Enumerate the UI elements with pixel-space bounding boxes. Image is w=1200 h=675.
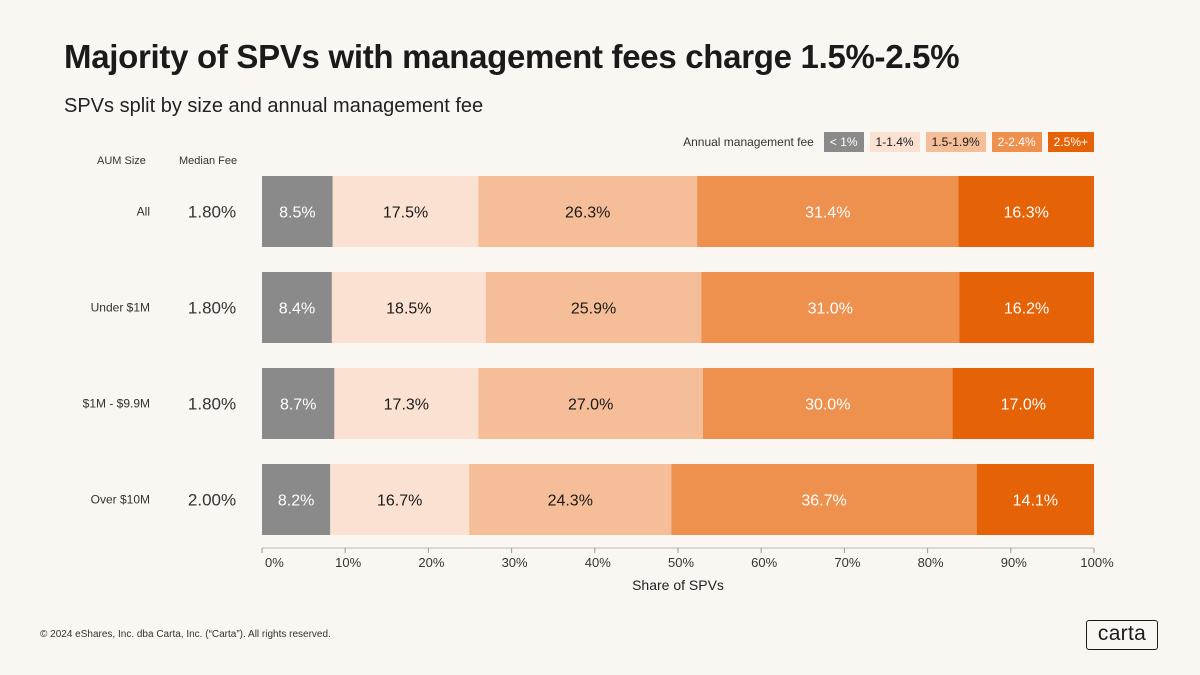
category-label-over-10m: Over $10M [91, 493, 150, 507]
category-label-all: All [137, 205, 150, 219]
median-fee-under-1m: 1.80% [188, 299, 236, 318]
category-label-1m-9-9m: $1M - $9.9M [83, 397, 150, 411]
data-label-under-1m-1-5-1-9: 25.9% [571, 301, 616, 318]
x-tick-label-7: 70% [834, 555, 860, 570]
x-tick-label-10: 100% [1080, 555, 1114, 570]
legend-item-2-5-plus: 2.5%+ [1047, 132, 1094, 152]
data-label-over-10m-1: 8.2% [278, 493, 314, 510]
x-tick-label-3: 30% [502, 555, 528, 570]
median-fee-1m-9-9m: 1.80% [188, 395, 236, 414]
data-label-1m-9-9m-1-1-4: 17.3% [384, 397, 429, 414]
bar-segment-under-1m-2-5 [959, 272, 1094, 343]
bar-segment-over-10m-2-2-4 [671, 464, 977, 535]
data-label-all-2-2-4: 31.4% [805, 205, 850, 222]
bar-segment-all-1 [262, 176, 333, 247]
data-label-all-1-5-1-9: 26.3% [565, 205, 610, 222]
bar-segment-all-1-5-1-9 [478, 176, 698, 247]
bar-segment-1m-9-9m-2-2-4 [702, 368, 953, 439]
chart-title: Majority of SPVs with management fees ch… [64, 38, 960, 75]
data-label-1m-9-9m-1: 8.7% [280, 397, 316, 414]
bar-segment-1m-9-9m-1-5-1-9 [478, 368, 703, 439]
data-label-under-1m-1: 8.4% [279, 301, 315, 318]
data-label-all-2-5: 16.3% [1004, 205, 1049, 222]
x-tick-label-5: 50% [668, 555, 694, 570]
x-tick-label-2: 20% [418, 555, 444, 570]
median-fee-all: 1.80% [188, 203, 236, 222]
legend-item-1-5-1-9: 1.5-1.9% [925, 132, 986, 152]
x-tick-label-9: 90% [1001, 555, 1027, 570]
data-label-over-10m-1-1-4: 16.7% [377, 493, 422, 510]
legend-item-1-1-4: 1-1.4% [869, 132, 920, 152]
data-label-over-10m-1-5-1-9: 24.3% [548, 493, 593, 510]
bar-segment-over-10m-1-1-4 [330, 464, 470, 535]
bar-segment-1m-9-9m-2-5 [952, 368, 1094, 439]
data-label-under-1m-1-1-4: 18.5% [386, 301, 431, 318]
data-label-1m-9-9m-1-5-1-9: 27.0% [568, 397, 613, 414]
data-label-over-10m-2-5: 14.1% [1013, 493, 1058, 510]
copyright-text: © 2024 eShares, Inc. dba Carta, Inc. (“C… [40, 629, 331, 640]
bar-segment-over-10m-1-5-1-9 [469, 464, 672, 535]
x-tick-label-1: 10% [335, 555, 361, 570]
legend-item-2-2-4: 2-2.4% [991, 132, 1042, 152]
bar-segment-over-10m-2-5 [976, 464, 1094, 535]
x-tick-label-8: 80% [918, 555, 944, 570]
data-label-over-10m-2-2-4: 36.7% [801, 493, 846, 510]
category-label-under-1m: Under $1M [91, 301, 150, 315]
bar-segment-under-1m-1 [262, 272, 332, 343]
chart-subtitle: SPVs split by size and annual management… [64, 95, 484, 117]
bar-segment-all-2-2-4 [697, 176, 959, 247]
legend-title: Annual management fee [683, 135, 814, 149]
bar-segment-over-10m-1 [262, 464, 331, 535]
median-fee-header: Median Fee [179, 155, 238, 167]
x-tick-label-4: 40% [585, 555, 611, 570]
median-fee-over-10m: 2.00% [188, 491, 236, 510]
x-tick-label-6: 60% [751, 555, 777, 570]
bar-segment-all-1-1-4 [332, 176, 479, 247]
bar-segment-under-1m-1-1-4 [331, 272, 486, 343]
aum-size-header: AUM Size [97, 155, 146, 167]
data-label-under-1m-2-2-4: 31.0% [808, 301, 853, 318]
bar-segment-1m-9-9m-1-1-4 [334, 368, 479, 439]
x-tick-label-0: 0% [265, 555, 284, 570]
legend-item-under-1: < 1% [823, 132, 864, 152]
data-label-under-1m-2-5: 16.2% [1004, 301, 1049, 318]
x-axis-title: Share of SPVs [632, 577, 724, 593]
bar-segment-under-1m-2-2-4 [701, 272, 960, 343]
carta-logo: carta [1086, 620, 1158, 650]
bar-segment-under-1m-1-5-1-9 [485, 272, 702, 343]
legend: Annual management fee < 1% 1-1.4% 1.5-1.… [683, 132, 1094, 152]
data-label-1m-9-9m-2-2-4: 30.0% [805, 397, 850, 414]
data-label-1m-9-9m-2-5: 17.0% [1001, 397, 1046, 414]
bar-segment-all-2-5 [958, 176, 1094, 247]
bar-segment-1m-9-9m-1 [262, 368, 335, 439]
data-label-all-1: 8.5% [279, 205, 315, 222]
data-label-all-1-1-4: 17.5% [383, 205, 428, 222]
